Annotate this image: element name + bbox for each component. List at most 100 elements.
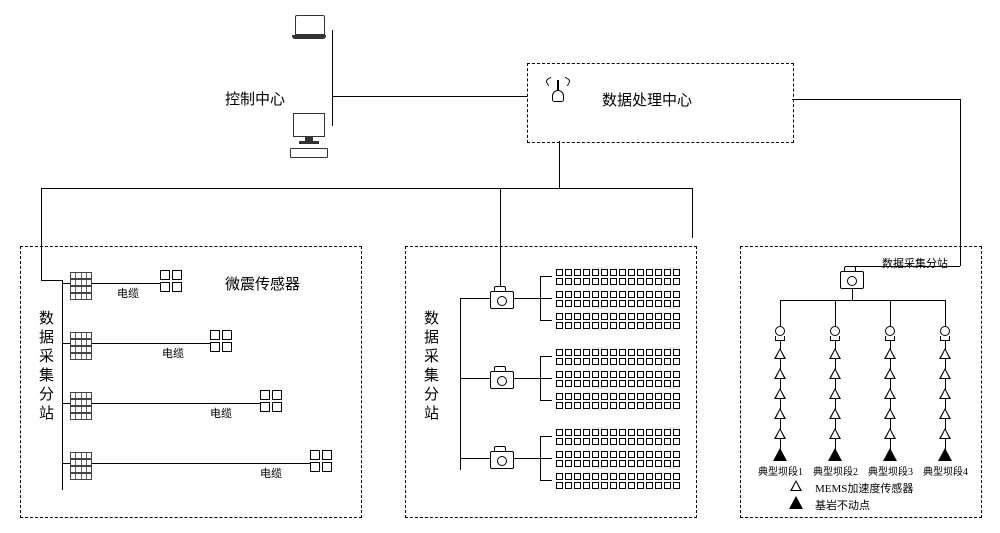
substation-device-icon (490, 366, 514, 386)
sensor-cluster (260, 390, 282, 412)
line (780, 300, 945, 301)
cable-label: 电缆 (210, 405, 232, 421)
column-node (940, 320, 950, 341)
rack-icon (70, 332, 92, 360)
dam3-label: 典型坝段3 (868, 463, 913, 478)
line (62, 463, 70, 464)
column-node (775, 320, 785, 341)
line (852, 266, 960, 267)
legend-bedrock-label: 基岩不动点 (815, 497, 870, 513)
right-station-label: 数据采集分站 (882, 255, 948, 271)
column-node (830, 320, 840, 341)
line (332, 30, 333, 96)
mems-sensor-icon (939, 408, 951, 419)
line (835, 300, 836, 322)
dam1-label: 典型坝段1 (758, 463, 803, 478)
mems-sensor-icon (829, 428, 841, 439)
line (540, 436, 552, 437)
line (92, 403, 260, 404)
line (692, 188, 693, 238)
line (92, 463, 310, 464)
mems-sensor-icon (939, 388, 951, 399)
line (332, 96, 527, 97)
sensor-cluster (210, 330, 232, 352)
sensor-array (555, 348, 681, 366)
antenna-icon (552, 80, 564, 102)
line (460, 298, 461, 470)
mems-sensor-icon (939, 428, 951, 439)
cable-label: 电缆 (162, 345, 184, 361)
mems-sensor-icon (829, 368, 841, 379)
line (62, 280, 63, 490)
sensor-array (555, 392, 681, 410)
keyboard-icon (290, 148, 328, 158)
line (559, 141, 560, 188)
line (62, 283, 70, 284)
sensor-array (555, 472, 681, 490)
line (852, 288, 853, 300)
left-station-label: 数据采集分站 (35, 310, 56, 424)
line (540, 298, 552, 299)
bedrock-point-icon (828, 448, 842, 461)
mems-sensor-icon (884, 388, 896, 399)
rack-icon (70, 392, 92, 420)
mems-sensor-icon (884, 368, 896, 379)
legend-hollow-triangle-icon (790, 480, 802, 491)
laptop-icon (295, 15, 326, 39)
mems-sensor-icon (884, 428, 896, 439)
mems-sensor-icon (829, 348, 841, 359)
mems-sensor-icon (829, 388, 841, 399)
line (41, 188, 559, 189)
substation-device-icon (490, 286, 514, 306)
line (460, 458, 490, 459)
data-center-label: 数据处理中心 (602, 89, 692, 110)
line (945, 300, 946, 322)
desktop-icon (293, 113, 325, 144)
line (890, 300, 891, 322)
mems-sensor-icon (774, 428, 786, 439)
line (540, 378, 552, 379)
line (540, 276, 552, 277)
line (540, 400, 552, 401)
legend-solid-triangle-icon (789, 496, 803, 509)
line (92, 343, 210, 344)
line (540, 480, 552, 481)
mems-sensor-icon (884, 408, 896, 419)
line (92, 283, 160, 284)
sensor-array (555, 290, 681, 308)
line (514, 458, 540, 459)
line (780, 300, 781, 322)
sensor-array (555, 450, 681, 468)
line (62, 403, 70, 404)
mems-sensor-icon (884, 348, 896, 359)
sensor-array (555, 370, 681, 388)
substation-device-icon (490, 446, 514, 466)
bedrock-point-icon (773, 448, 787, 461)
mems-sensor-icon (774, 348, 786, 359)
dam2-label: 典型坝段2 (813, 463, 858, 478)
column-node (885, 320, 895, 341)
line (540, 458, 552, 459)
sensor-array (555, 268, 681, 286)
line (41, 280, 62, 281)
line (960, 99, 961, 266)
bedrock-point-icon (938, 448, 952, 461)
rack-icon (70, 452, 92, 480)
line (540, 320, 552, 321)
mems-sensor-icon (939, 368, 951, 379)
sensor-cluster (160, 270, 182, 292)
line (460, 378, 490, 379)
mems-sensor-icon (774, 388, 786, 399)
sensor-array (555, 312, 681, 330)
legend-mems-label: MEMS加速度传感器 (815, 480, 913, 496)
line (514, 298, 540, 299)
line (792, 99, 960, 100)
control-center-label: 控制中心 (225, 88, 285, 109)
line (514, 378, 540, 379)
line (540, 356, 552, 357)
rack-icon (70, 272, 92, 300)
mid-station-label: 数据采集分站 (420, 310, 441, 424)
line (332, 96, 333, 126)
collector-device-icon (840, 266, 864, 286)
bedrock-point-icon (883, 448, 897, 461)
